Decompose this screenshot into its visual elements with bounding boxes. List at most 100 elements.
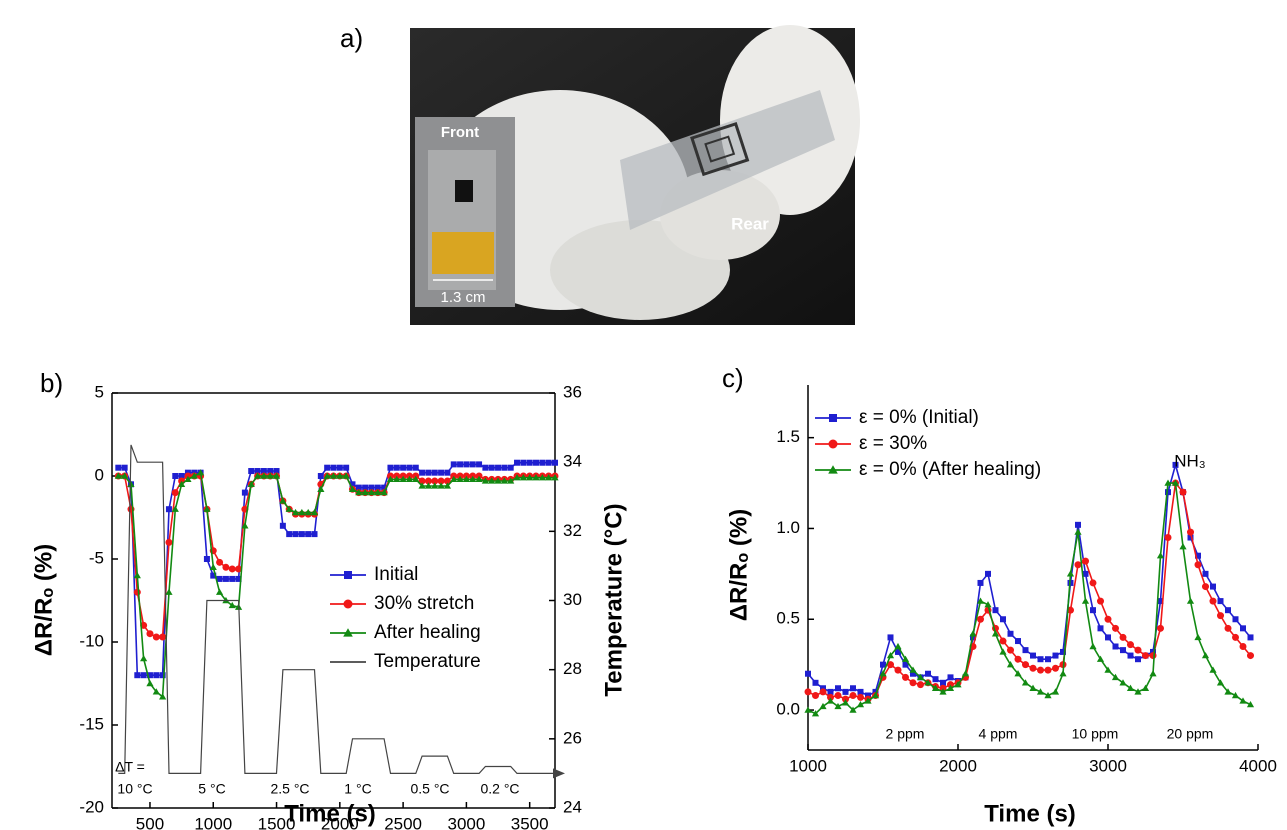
marker [1135, 656, 1141, 663]
marker [368, 484, 375, 491]
marker [190, 472, 198, 479]
marker [507, 464, 514, 471]
marker [551, 474, 559, 481]
marker [895, 648, 901, 655]
marker [1022, 647, 1029, 654]
marker [381, 484, 388, 491]
marker [850, 685, 856, 692]
marker [374, 489, 382, 496]
marker [286, 531, 293, 538]
marker [253, 472, 262, 479]
marker [444, 469, 451, 476]
marker [1006, 661, 1015, 668]
marker [412, 475, 420, 483]
x-tick-label: 2000 [321, 814, 359, 830]
marker [1224, 624, 1232, 632]
marker [1194, 561, 1202, 569]
series-line [807, 481, 1252, 701]
marker [1217, 612, 1224, 620]
marker [165, 588, 173, 595]
marker [886, 651, 895, 659]
marker [940, 679, 946, 686]
marker [902, 661, 909, 668]
marker [1059, 670, 1067, 677]
marker [1036, 688, 1045, 695]
photo-text: 1.3 cm [440, 289, 485, 306]
marker [924, 679, 932, 686]
marker [500, 477, 508, 484]
marker [159, 693, 167, 700]
marker [1240, 625, 1246, 632]
marker [400, 464, 407, 471]
marker [241, 489, 248, 496]
marker [405, 475, 414, 483]
y2-tick-label: 26 [563, 728, 582, 747]
marker [367, 489, 376, 496]
marker [418, 482, 426, 489]
marker [152, 633, 160, 641]
marker [1187, 528, 1194, 536]
marker [804, 706, 812, 713]
marker [909, 679, 917, 687]
marker [348, 485, 357, 492]
marker [1119, 679, 1127, 686]
marker [209, 563, 217, 570]
marker [1104, 666, 1112, 673]
marker [1060, 648, 1066, 655]
marker [1179, 543, 1187, 550]
marker [291, 508, 300, 516]
y2-tick-label: 24 [563, 797, 582, 816]
marker [1021, 679, 1030, 686]
marker [1052, 664, 1059, 672]
marker [171, 489, 179, 497]
marker [1097, 597, 1104, 605]
marker [171, 505, 179, 512]
marker [178, 480, 186, 487]
marker [222, 575, 229, 582]
marker [812, 679, 819, 686]
marker [526, 474, 534, 481]
y-tick-label: 0 [95, 465, 104, 484]
marker [1187, 534, 1194, 541]
marker [887, 661, 894, 669]
marker [241, 522, 249, 529]
marker [1089, 579, 1097, 587]
marker [1209, 597, 1217, 605]
x-tick-label: 1000 [789, 756, 827, 775]
marker [267, 468, 274, 475]
annotation: 2.5 °C [270, 781, 309, 797]
y-tick-label: -5 [89, 548, 104, 567]
marker [552, 459, 558, 466]
marker [254, 468, 261, 475]
marker [324, 464, 331, 471]
x-tick-label: 1000 [194, 814, 232, 830]
marker [159, 633, 167, 641]
marker [1120, 647, 1126, 654]
marker [336, 472, 344, 479]
y2-axis-title: Temperature (°C) [600, 503, 627, 696]
marker [1194, 633, 1202, 641]
marker [450, 475, 458, 483]
marker [932, 676, 939, 683]
marker [1141, 684, 1150, 691]
marker [1156, 552, 1165, 559]
marker [1201, 651, 1210, 659]
marker [939, 688, 947, 695]
marker [1210, 583, 1216, 590]
marker [829, 414, 837, 422]
marker [514, 459, 521, 466]
marker [985, 570, 991, 577]
marker [991, 630, 1000, 637]
marker [1202, 583, 1209, 591]
marker [1066, 570, 1075, 577]
marker [298, 531, 305, 538]
marker [1082, 557, 1089, 565]
marker [215, 588, 224, 595]
y-axis-title: ΔR/Rₒ (%) [30, 544, 57, 656]
marker [330, 464, 337, 471]
marker [1015, 638, 1021, 645]
marker [1074, 561, 1082, 569]
annotation: NH₃ [1174, 451, 1205, 470]
marker [834, 692, 842, 700]
